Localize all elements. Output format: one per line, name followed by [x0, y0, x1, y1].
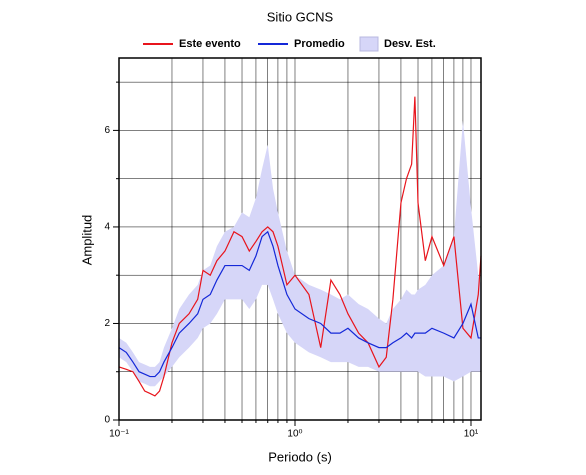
x-tick-label: 10⁻¹	[109, 429, 129, 440]
series-line	[118, 230, 481, 378]
x-tick-label: 10¹	[464, 429, 479, 440]
x-axis-label: Periodo (s)	[268, 449, 332, 464]
chart-title: Sitio GCNS	[267, 9, 334, 24]
legend-label: Promedio	[294, 38, 345, 50]
y-tick-label: 4	[104, 222, 110, 233]
y-tick-label: 6	[104, 125, 110, 136]
plot-frame	[118, 57, 482, 421]
y-tick-label: 2	[104, 318, 110, 329]
series-line	[118, 96, 482, 397]
x-tick-label: 10⁰	[287, 429, 302, 440]
legend-label: Este evento	[179, 38, 241, 50]
legend-label: Desv. Est.	[384, 38, 436, 50]
y-axis-label: Amplitud	[79, 215, 94, 266]
legend-swatch	[359, 36, 379, 52]
y-tick-label: 0	[104, 415, 110, 426]
